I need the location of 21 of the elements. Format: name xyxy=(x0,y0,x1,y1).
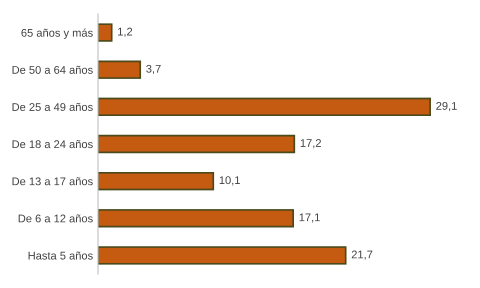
y-tick-label: De 25 a 49 años xyxy=(12,102,93,111)
y-tick-label: De 50 a 64 años xyxy=(12,66,93,74)
y-tick-label: De 13 a 17 años xyxy=(12,177,93,186)
bar xyxy=(98,134,296,154)
y-tick-label: Hasta 5 años xyxy=(28,251,93,260)
y-tick-label: 65 años y más xyxy=(21,28,93,39)
bar xyxy=(98,246,347,265)
data-label: 3,7 xyxy=(146,64,161,74)
data-label: 29,1 xyxy=(436,102,457,112)
y-tick-label: De 18 a 24 años xyxy=(12,140,93,148)
data-label: 10,1 xyxy=(220,176,240,186)
data-label: 1,2 xyxy=(118,28,132,37)
bar xyxy=(98,60,142,79)
bar xyxy=(98,172,214,190)
data-label: 17,1 xyxy=(300,214,320,223)
data-label: 21,7 xyxy=(352,250,372,260)
bar xyxy=(98,209,294,228)
bar xyxy=(98,23,113,42)
y-tick-label: De 6 a 12 años xyxy=(18,214,93,222)
bar xyxy=(98,98,431,116)
data-label: 17,2 xyxy=(300,139,321,148)
